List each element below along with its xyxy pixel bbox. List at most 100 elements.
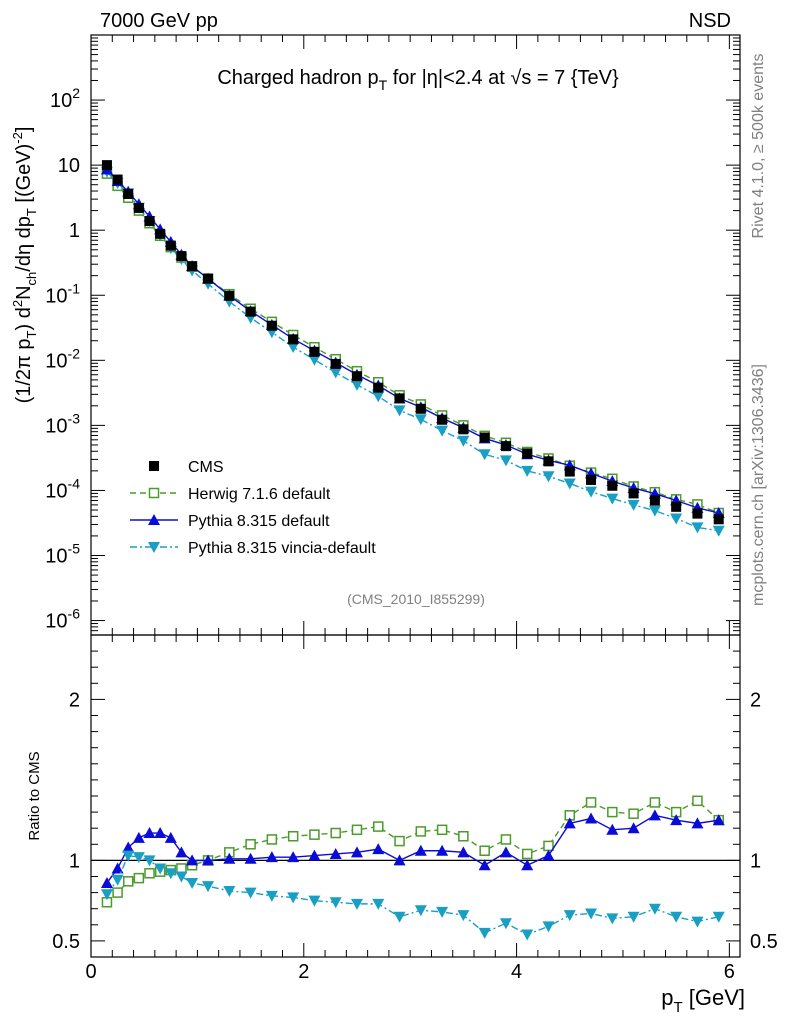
data-point bbox=[350, 379, 363, 391]
ratio-point bbox=[265, 890, 278, 902]
series-line bbox=[106, 173, 719, 514]
legend-marker bbox=[148, 487, 160, 499]
ratio-y-tick-label-right: 0.5 bbox=[750, 931, 778, 953]
ratio-point bbox=[308, 849, 321, 861]
ratio-series-pythia-8-315-vincia-default bbox=[100, 850, 725, 941]
data-point bbox=[144, 216, 155, 227]
ratio-point bbox=[648, 903, 661, 915]
ratio-point bbox=[244, 852, 257, 864]
data-point bbox=[415, 403, 426, 414]
ratio-point bbox=[373, 821, 384, 832]
main-y-tick-label: 10-4 bbox=[45, 475, 80, 502]
ratio-panel-frame bbox=[90, 634, 741, 958]
ratio-point bbox=[111, 862, 124, 874]
chart-title: Charged hadron pT for |η|<2.4 at √s = 7 … bbox=[217, 67, 619, 93]
data-point bbox=[288, 334, 299, 345]
main-y-tick-label: 10-2 bbox=[45, 345, 80, 372]
ratio-point bbox=[143, 855, 156, 867]
ratio-point bbox=[111, 874, 124, 886]
legend: CMS Herwig 7.1.6 default Pythia 8.315 defa… bbox=[130, 459, 376, 557]
ratio-point bbox=[563, 910, 576, 922]
legend-label: Herwig 7.1.6 default bbox=[188, 486, 331, 503]
data-point bbox=[437, 414, 448, 425]
ratio-line bbox=[106, 799, 720, 903]
ratio-point bbox=[414, 844, 427, 856]
ratio-point bbox=[628, 808, 639, 819]
ratio-point bbox=[648, 809, 661, 821]
ratio-point bbox=[585, 908, 598, 920]
data-point bbox=[133, 202, 144, 213]
data-point bbox=[563, 478, 576, 490]
legend-item: Pythia 8.315 default bbox=[130, 513, 330, 530]
ratio-point bbox=[415, 826, 427, 837]
main-series-layer bbox=[100, 160, 725, 537]
legend-label: CMS bbox=[188, 459, 224, 476]
legend-item: Pythia 8.315 vincia-default bbox=[130, 540, 376, 557]
data-point bbox=[351, 371, 362, 382]
data-point bbox=[607, 480, 618, 491]
ratio-series-herwig-7-1-6-default bbox=[101, 795, 724, 908]
data-point bbox=[648, 505, 661, 517]
data-point bbox=[176, 251, 187, 262]
data-point bbox=[586, 474, 597, 485]
ratio-point bbox=[606, 823, 619, 835]
ratio-point bbox=[563, 817, 576, 829]
data-point bbox=[187, 261, 198, 272]
data-point bbox=[112, 174, 123, 185]
ratio-point bbox=[144, 868, 155, 879]
ratio-point bbox=[287, 831, 299, 842]
legend-item: CMS bbox=[149, 459, 224, 476]
data-point bbox=[245, 306, 256, 317]
main-y-tick-label: 1 bbox=[69, 220, 80, 242]
ratio-point bbox=[691, 817, 704, 829]
ratio-point bbox=[372, 898, 385, 910]
x-tick-label: 0 bbox=[85, 961, 96, 983]
data-point bbox=[123, 188, 134, 199]
main-y-tick-label: 10-5 bbox=[45, 541, 80, 568]
data-point bbox=[670, 513, 683, 525]
ratio-point bbox=[627, 822, 640, 834]
ratio-point bbox=[670, 911, 683, 923]
ratio-point bbox=[122, 841, 135, 853]
ratio-point bbox=[436, 824, 448, 836]
data-point bbox=[165, 240, 176, 251]
ratio-point bbox=[309, 829, 320, 840]
ratio-y-tick-label: 1 bbox=[69, 850, 80, 872]
ratio-series-pythia-8-315-default bbox=[100, 809, 725, 888]
data-point bbox=[543, 456, 554, 467]
ratio-y-tick-label: 0.5 bbox=[52, 931, 80, 953]
data-point bbox=[308, 354, 321, 366]
legend-label: Pythia 8.315 vincia-default bbox=[188, 540, 376, 557]
data-point bbox=[521, 465, 534, 477]
ratio-point bbox=[133, 872, 145, 884]
x-tick-label: 6 bbox=[724, 961, 735, 983]
ratio-point bbox=[202, 881, 215, 893]
legend-item: Herwig 7.1.6 default bbox=[130, 486, 331, 503]
ratio-point bbox=[265, 851, 278, 863]
ratio-point bbox=[414, 905, 427, 917]
data-point bbox=[414, 414, 427, 426]
ratio-point bbox=[202, 854, 215, 866]
ratio-y-axis-label: Ratio to CMS bbox=[26, 751, 43, 840]
data-point bbox=[329, 367, 342, 379]
ratio-point bbox=[607, 806, 618, 818]
ratio-series-layer bbox=[100, 795, 725, 941]
rivet-version-label: Rivet 4.1.0, ≥ 500k events bbox=[750, 54, 767, 239]
ratio-point bbox=[436, 844, 449, 856]
ratio-point bbox=[649, 797, 661, 808]
ratio-point bbox=[350, 846, 363, 858]
ratio-point bbox=[154, 863, 167, 875]
main-y-tick-label: 10-6 bbox=[45, 606, 80, 633]
energy-label: 7000 GeV pp bbox=[100, 10, 218, 32]
ratio-point bbox=[350, 898, 363, 910]
ratio-point bbox=[458, 831, 469, 842]
ratio-point bbox=[521, 859, 534, 871]
x-axis-label: pT [GeV] bbox=[661, 985, 745, 1016]
data-point bbox=[393, 405, 406, 417]
data-point bbox=[394, 393, 405, 404]
ratio-point bbox=[585, 812, 598, 824]
ratio-y-tick-label-right: 2 bbox=[750, 689, 761, 711]
ratio-point bbox=[164, 831, 177, 843]
ratio-point bbox=[122, 876, 134, 887]
data-point bbox=[542, 471, 555, 483]
